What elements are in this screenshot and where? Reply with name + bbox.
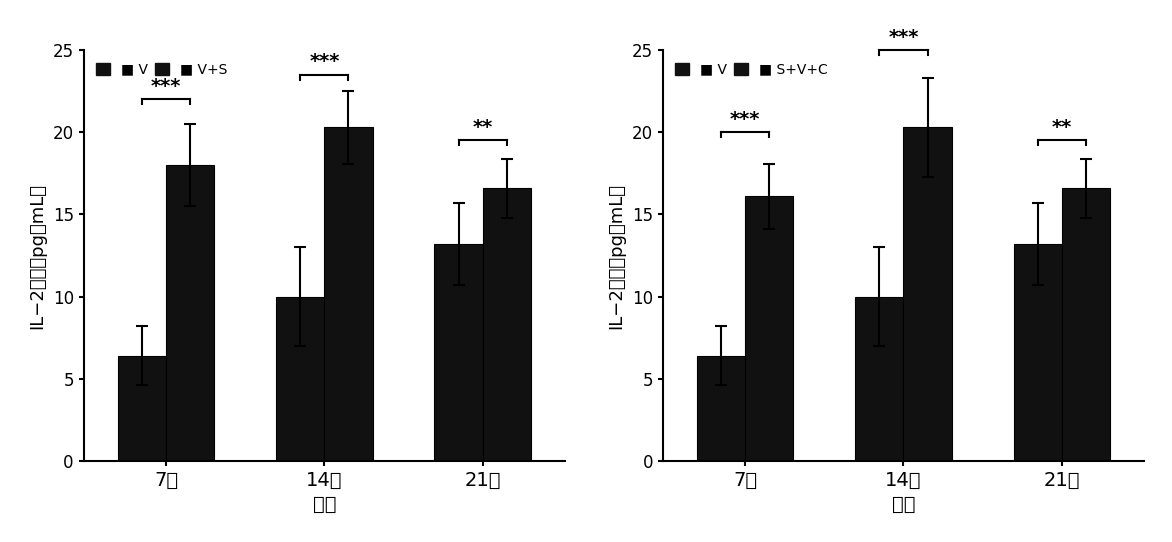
Bar xyxy=(697,356,745,461)
Bar xyxy=(483,188,531,461)
Text: ***: *** xyxy=(888,28,919,47)
Y-axis label: IL−2浓度（pg／mL）: IL−2浓度（pg／mL） xyxy=(607,183,625,328)
Legend: ■ V, ■ S+V+C: ■ V, ■ S+V+C xyxy=(669,57,833,82)
Bar xyxy=(745,196,793,461)
Text: **: ** xyxy=(472,118,492,137)
Bar xyxy=(166,165,214,461)
X-axis label: 时间: 时间 xyxy=(892,495,915,514)
X-axis label: 时间: 时间 xyxy=(313,495,336,514)
Bar xyxy=(435,244,483,461)
Text: ***: *** xyxy=(309,53,340,72)
Text: ***: *** xyxy=(151,77,182,96)
Y-axis label: IL−2浓度（pg／mL）: IL−2浓度（pg／mL） xyxy=(28,183,46,328)
Bar xyxy=(1062,188,1110,461)
Text: **: ** xyxy=(1051,118,1071,137)
Bar xyxy=(325,127,373,461)
Legend: ■ V, ■ V+S: ■ V, ■ V+S xyxy=(90,57,233,82)
Bar xyxy=(904,127,952,461)
Bar xyxy=(856,296,904,461)
Bar xyxy=(1014,244,1062,461)
Text: ***: *** xyxy=(730,110,761,129)
Bar xyxy=(118,356,166,461)
Bar xyxy=(277,296,325,461)
